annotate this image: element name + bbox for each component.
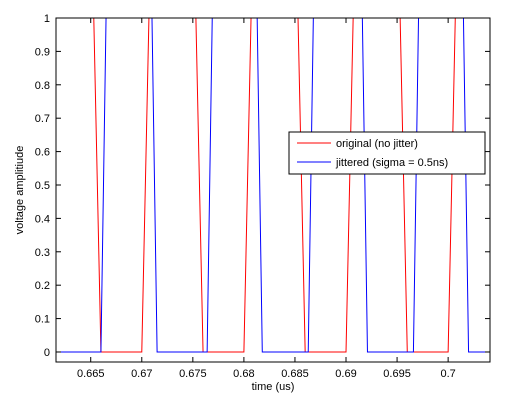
x-tick-label: 0.69 bbox=[335, 368, 356, 380]
x-tick-label: 0.68 bbox=[233, 368, 254, 380]
x-tick-label: 0.685 bbox=[281, 368, 309, 380]
y-tick-label: 0.8 bbox=[35, 80, 50, 92]
x-axis-label: time (us) bbox=[252, 381, 295, 393]
y-tick-label: 0.1 bbox=[35, 314, 50, 326]
x-tick-label: 0.67 bbox=[131, 368, 152, 380]
legend-box bbox=[288, 131, 486, 175]
y-tick-label: 0.4 bbox=[35, 213, 50, 225]
y-tick-label: 0.5 bbox=[35, 180, 50, 192]
y-tick-label: 0.2 bbox=[35, 280, 50, 292]
y-tick-label: 0.9 bbox=[35, 46, 50, 58]
x-tick-label: 0.675 bbox=[179, 368, 207, 380]
y-tick-label: 0.7 bbox=[35, 113, 50, 125]
x-tick-label: 0.7 bbox=[440, 368, 455, 380]
plot-frame bbox=[55, 17, 491, 363]
legend-label: jittered (sigma = 0.5ns) bbox=[335, 157, 448, 169]
x-tick-label: 0.695 bbox=[383, 368, 411, 380]
y-axis-label: voltage amplitiude bbox=[14, 146, 26, 235]
x-tick-label: 0.665 bbox=[77, 368, 105, 380]
legend-label: original (no jitter) bbox=[336, 138, 418, 150]
plot-area bbox=[56, 18, 490, 362]
y-tick-label: 0 bbox=[44, 347, 50, 359]
y-tick-label: 0.6 bbox=[35, 147, 50, 159]
y-tick-label: 0.3 bbox=[35, 247, 50, 259]
y-tick-label: 1 bbox=[44, 13, 50, 25]
ticks-layer: 0.665 0.67 0.675 0.68 0.685 0.69 0.695 0.7 0 0.1 0… bbox=[35, 13, 490, 380]
legend: original (no jitter) jittered (sigma = 0.… bbox=[288, 131, 486, 175]
